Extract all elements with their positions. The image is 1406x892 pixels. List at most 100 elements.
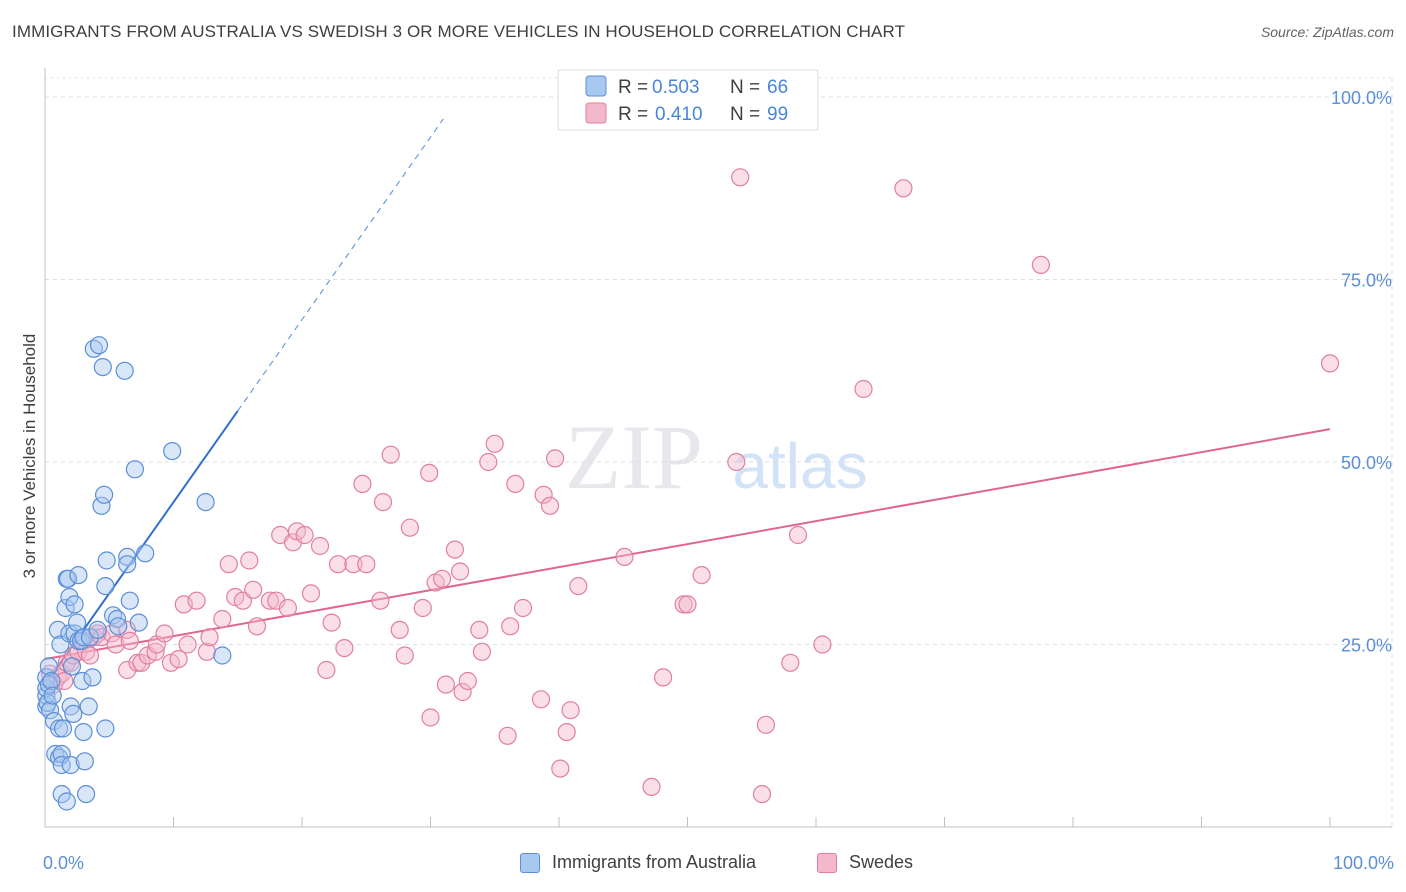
australia-point — [69, 565, 88, 585]
legend-r-label: R = — [618, 77, 648, 98]
swedes-point — [752, 784, 772, 804]
swedes-point — [506, 474, 525, 493]
australia-point — [118, 547, 137, 567]
swedes-point — [55, 671, 74, 691]
x-tick-label: 0.0% — [43, 853, 84, 873]
australia-point — [97, 551, 116, 570]
swedes-point — [381, 445, 400, 464]
swedes-point — [453, 682, 472, 702]
swedes-point — [118, 660, 137, 680]
swedes-point — [106, 635, 125, 654]
swedes-point — [551, 759, 570, 778]
australia-point — [49, 719, 69, 738]
swedes-point — [178, 635, 197, 654]
swedes-point — [421, 708, 440, 727]
y-tick-label: 50.0% — [1341, 453, 1392, 473]
swedes-point — [1320, 354, 1340, 373]
source-credit: Source: ZipAtlas.com — [1260, 24, 1394, 40]
australia-point — [83, 668, 102, 687]
legend-swatch — [520, 852, 540, 873]
swedes-point — [501, 617, 520, 636]
australia-point — [92, 496, 111, 515]
legend-label: Swedes — [849, 852, 914, 872]
x-tick-label: 100.0% — [1333, 853, 1394, 873]
australia-point — [96, 576, 115, 596]
swedes-point — [854, 379, 873, 399]
australia-point — [61, 697, 80, 716]
legend-item-swedes[interactable]: Swedes — [817, 852, 913, 873]
swedes-point — [545, 449, 565, 468]
swedes-point — [317, 660, 336, 680]
swedes-point — [357, 555, 376, 574]
australia-point — [65, 595, 84, 614]
swedes-point — [213, 609, 232, 629]
legend-n-label: N = — [730, 104, 760, 125]
legend-r-label: R = — [618, 104, 648, 125]
australia-point — [93, 358, 112, 377]
legend-n-value: 66 — [767, 77, 788, 98]
swedes-point — [335, 638, 354, 658]
swedes-point — [433, 569, 452, 588]
swedes-point — [1031, 255, 1051, 274]
australia-point — [115, 361, 134, 380]
swedes-point — [557, 722, 576, 742]
australia-point — [39, 657, 59, 676]
legend-swatch — [817, 852, 837, 873]
swedes-point — [344, 555, 363, 574]
swedes-point — [569, 576, 588, 596]
australia-point — [196, 493, 215, 512]
australia-point — [129, 613, 148, 632]
australia-point — [118, 555, 137, 574]
australia-point — [96, 719, 115, 738]
swedes-point — [445, 540, 464, 559]
legend-r-value: 0.503 — [652, 77, 700, 98]
legend-item-australia[interactable]: Immigrants from Australia — [520, 852, 756, 873]
watermark-zip: ZIP — [565, 406, 703, 508]
swedes-point — [322, 613, 341, 632]
swedes-point — [395, 646, 414, 665]
stats-legend: R = 0.503 N = 66 R = 0.410 N = 99 — [557, 69, 819, 131]
series-legend: Immigrants from Australia Swedes — [0, 852, 1406, 878]
swedes-point — [788, 525, 808, 545]
australia-point — [43, 686, 62, 705]
watermark: ZIP atlas — [565, 406, 868, 508]
swedes-point — [400, 518, 419, 537]
swedes-point — [498, 726, 517, 745]
swedes-point — [247, 617, 267, 636]
y-tick-label: 75.0% — [1341, 271, 1392, 291]
y-tick-label: 25.0% — [1341, 636, 1392, 656]
swedes-point — [436, 675, 455, 694]
legend-swatch-pink — [585, 102, 607, 124]
australia-point — [74, 722, 93, 742]
swedes-point — [295, 525, 314, 545]
swedes-point — [731, 168, 750, 187]
swedes-point — [531, 690, 551, 709]
australia-point — [163, 442, 182, 461]
australia-point — [88, 620, 107, 640]
legend-n-label: N = — [730, 77, 760, 98]
australia-point — [80, 628, 100, 647]
swedes-point — [615, 547, 634, 567]
australia-point — [89, 336, 109, 355]
swedes-point — [781, 653, 800, 672]
swedes-point — [692, 565, 711, 585]
swedes-point — [120, 631, 139, 651]
australia-point — [62, 657, 82, 676]
australia-point — [53, 719, 73, 738]
swedes-point — [756, 715, 776, 734]
swedes-point — [561, 701, 580, 720]
swedes-point — [642, 777, 661, 797]
australia-point — [42, 671, 61, 691]
swedes-point — [674, 595, 693, 614]
australia-point — [109, 617, 128, 636]
swedes-point — [240, 551, 259, 570]
swedes-point — [458, 671, 477, 691]
swedes-point — [278, 598, 297, 618]
australia-point — [107, 609, 127, 629]
swedes-point — [219, 555, 238, 574]
swedes-point — [353, 474, 372, 493]
swedes-point — [420, 463, 439, 482]
australia-point — [37, 668, 56, 687]
australia-point — [61, 755, 80, 775]
